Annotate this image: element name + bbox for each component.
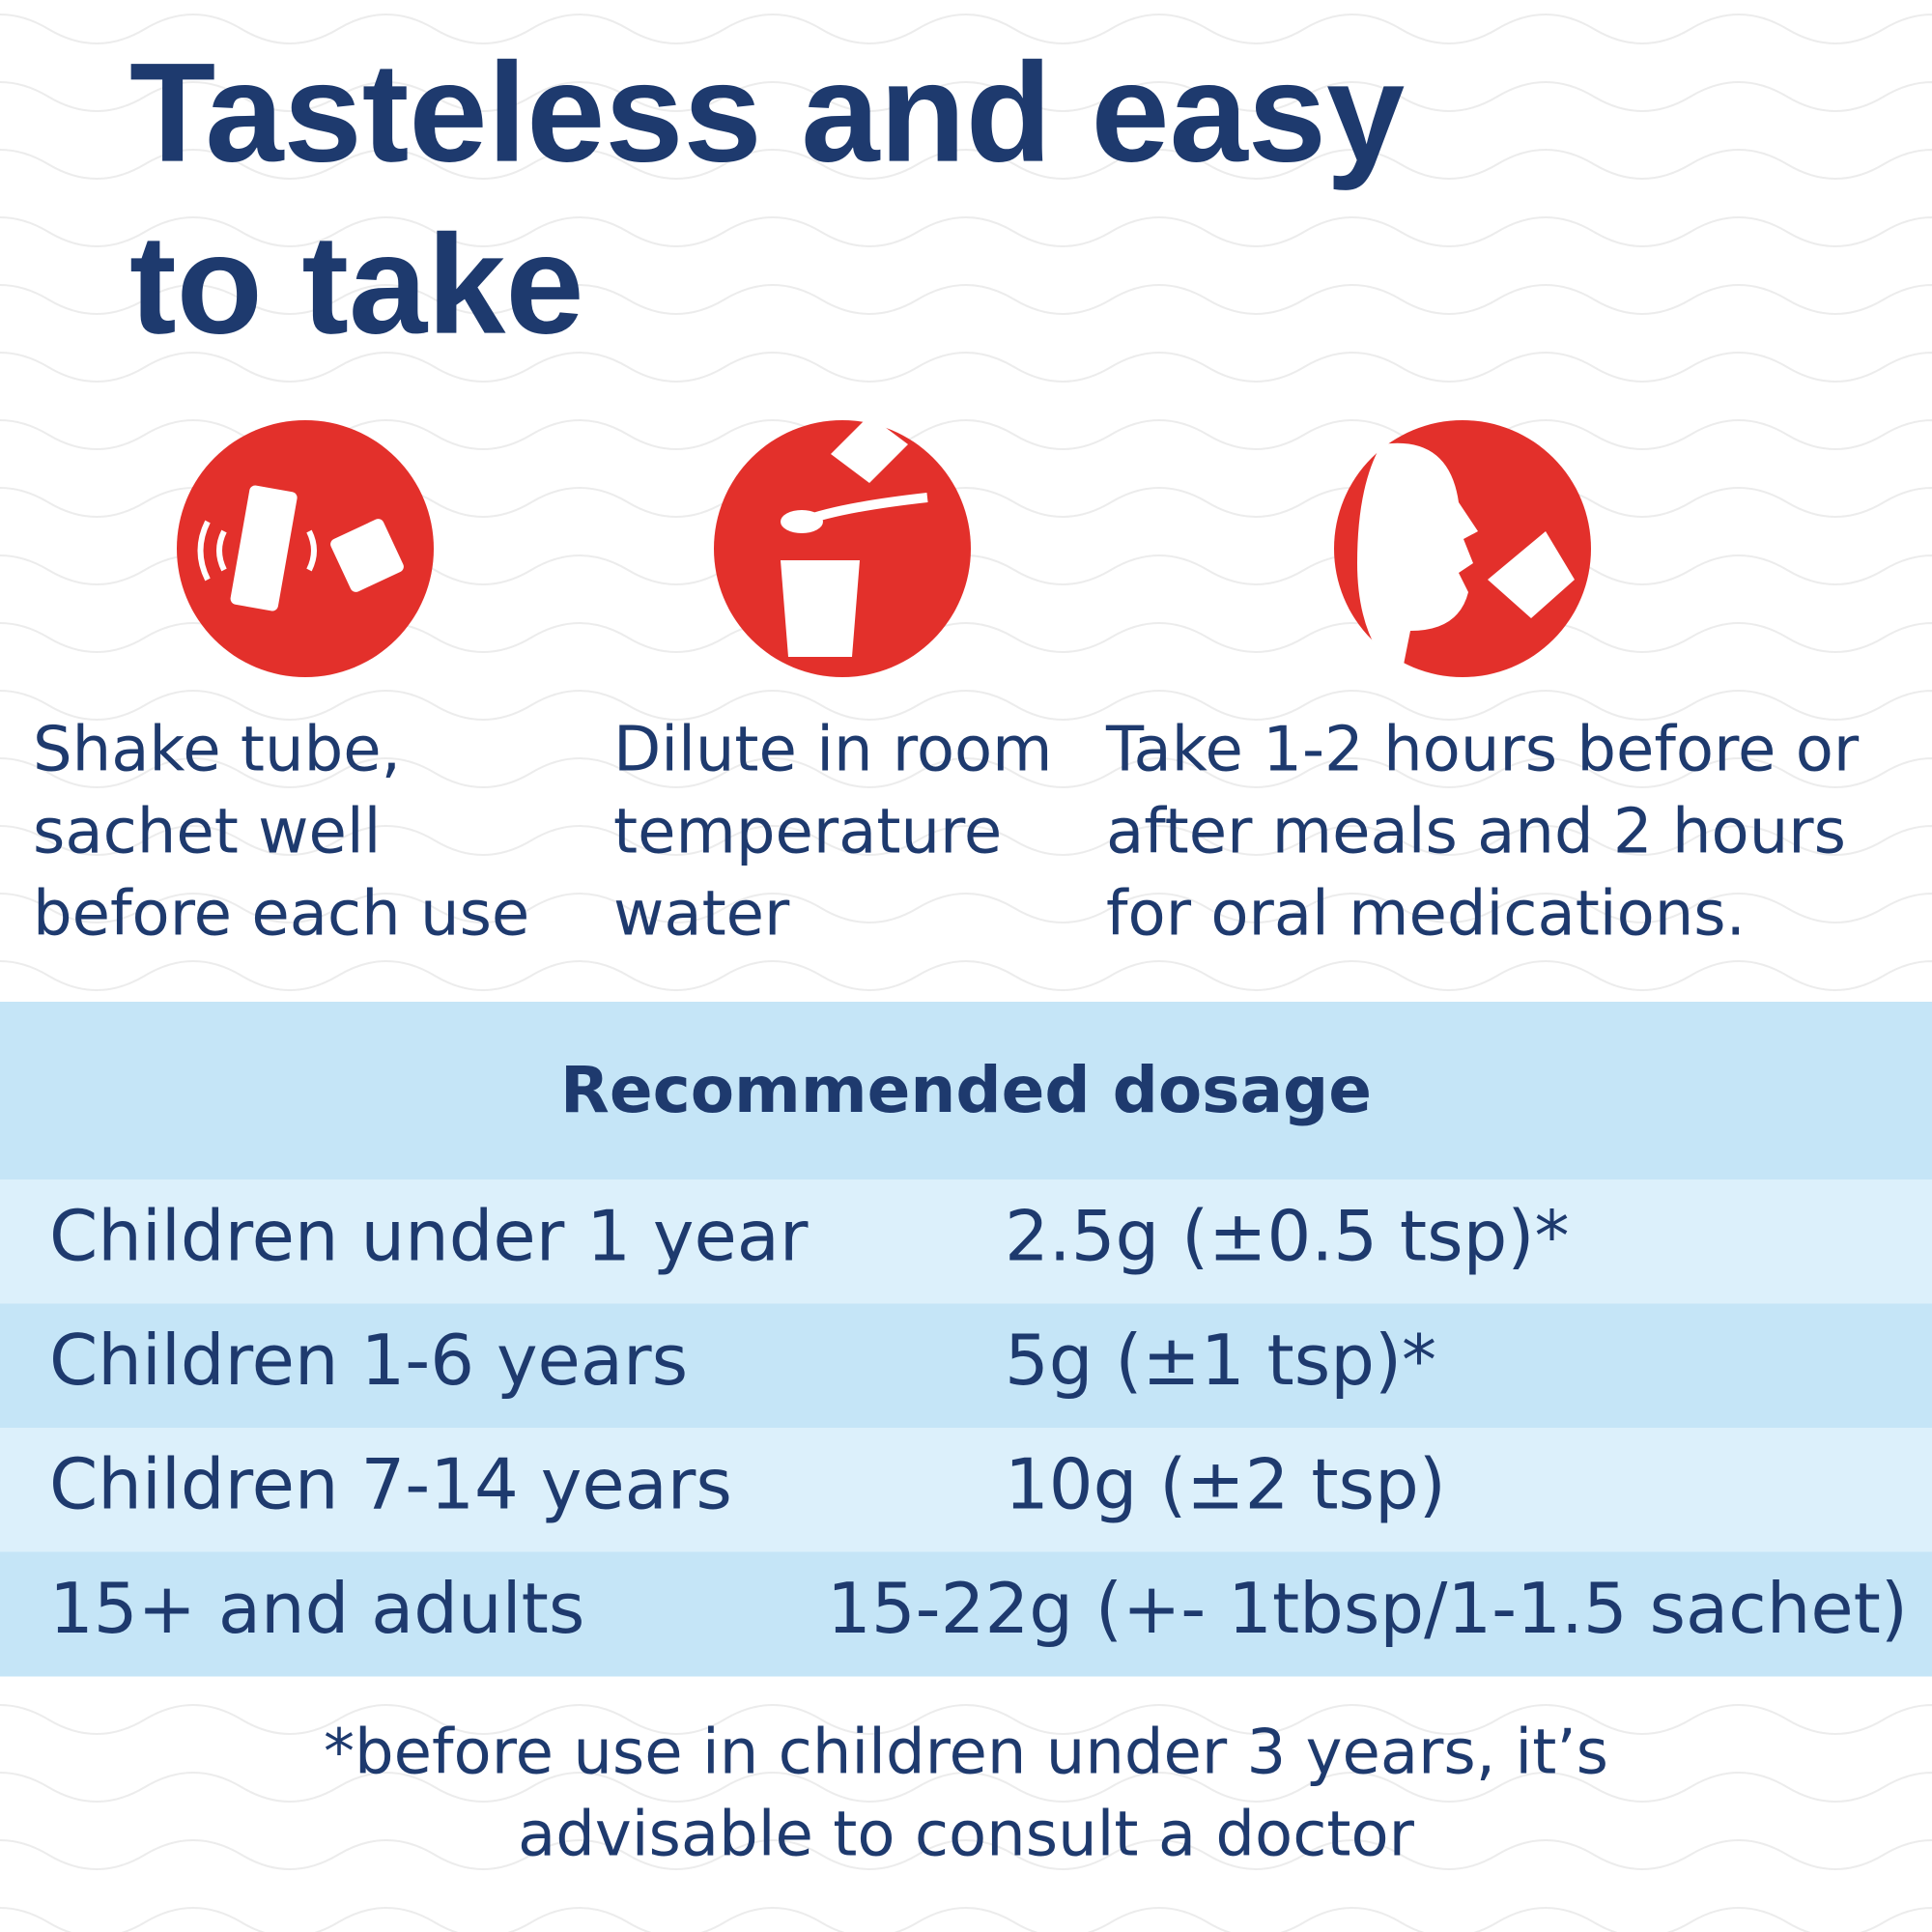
step-caption: sachet well — [33, 797, 381, 868]
icon-shake — [177, 420, 434, 677]
step-caption: before each use — [33, 879, 529, 951]
dosage-group: Children 1-6 years — [49, 1320, 688, 1401]
dosage-row — [0, 1428, 1932, 1552]
footnote: advisable to consult a doctor — [518, 1800, 1415, 1871]
dosage-amount: 15-22g (+- 1tbsp/1-1.5 sachet) — [827, 1568, 1908, 1649]
step-caption: temperature — [613, 797, 1002, 868]
step-caption: Dilute in room — [613, 715, 1052, 786]
dosage-title: Recommended dosage — [560, 1053, 1372, 1127]
step-caption: Shake tube, — [33, 715, 401, 786]
dosage-header-band — [0, 1002, 1932, 1179]
dosage-amount: 5g (±1 tsp)* — [1005, 1320, 1436, 1401]
dosage-group: Children 7-14 years — [49, 1444, 732, 1525]
dosage-amount: 2.5g (±0.5 tsp)* — [1005, 1196, 1569, 1277]
step-caption: for oral medications. — [1106, 879, 1746, 951]
step-caption: Take 1-2 hours before or — [1105, 715, 1860, 786]
icon-dilute — [714, 415, 971, 677]
icon-take — [1334, 420, 1591, 679]
step-caption: after meals and 2 hours — [1106, 797, 1846, 868]
dosage-amount: 10g (±2 tsp) — [1005, 1444, 1446, 1525]
dosage-group: Children under 1 year — [49, 1196, 809, 1277]
dosage-row — [0, 1551, 1932, 1677]
step-caption: water — [613, 879, 790, 951]
dosage-row — [0, 1303, 1932, 1429]
dosage-row — [0, 1179, 1932, 1304]
footnote: *before use in children under 3 years, i… — [324, 1718, 1608, 1789]
dosage-group: 15+ and adults — [49, 1568, 584, 1649]
title: to take — [129, 206, 584, 363]
title: Tasteless and easy — [129, 34, 1405, 191]
